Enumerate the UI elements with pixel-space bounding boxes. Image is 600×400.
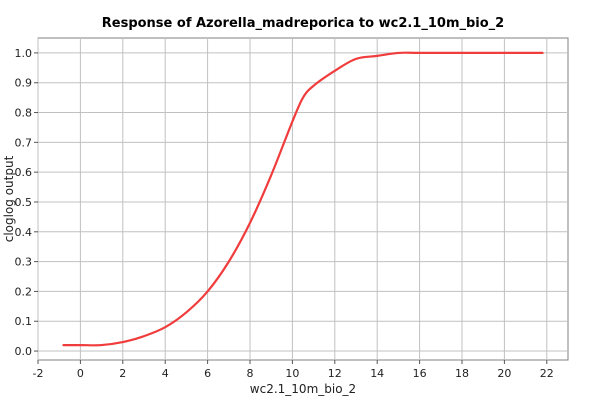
y-tick-label: 0.0 — [15, 345, 33, 358]
x-tick-label: 4 — [162, 367, 169, 380]
y-tick-label: 0.4 — [15, 226, 33, 239]
y-tick-label: 0.6 — [15, 166, 33, 179]
y-tick-label: 0.5 — [15, 196, 33, 209]
y-tick-label: 0.8 — [15, 107, 33, 120]
x-tick-label: 6 — [204, 367, 211, 380]
y-tick-label: 0.2 — [15, 285, 33, 298]
response-curve — [62, 51, 544, 347]
y-tick-label: 0.7 — [15, 136, 33, 149]
x-tick-label: 10 — [285, 367, 299, 380]
axis-ticks — [34, 52, 548, 364]
x-axis-label: wc2.1_10m_bio_2 — [250, 382, 356, 396]
y-tick-label: 1.0 — [15, 47, 33, 60]
chart-title: Response of Azorella_madreporica to wc2.… — [102, 16, 504, 31]
x-tick-label: 22 — [540, 367, 554, 380]
series-layer — [62, 51, 544, 347]
y-tick-label: 0.1 — [15, 315, 33, 328]
x-tick-label: 0 — [77, 367, 84, 380]
x-tick-label: 12 — [328, 367, 342, 380]
x-tick-label: 14 — [370, 367, 384, 380]
x-tick-label: 20 — [497, 367, 511, 380]
plot-frame — [37, 37, 569, 361]
x-tick-label: 2 — [119, 367, 126, 380]
x-tick-label: -2 — [33, 367, 44, 380]
grid-lines — [37, 38, 568, 360]
tick-labels: -2 0 2 4 6 8 10 12 14 16 18 20 22 0.0 0.1 0.2 0.3 0.4 0.5 0… — [15, 47, 554, 380]
x-tick-label: 8 — [247, 367, 254, 380]
y-tick-label: 0.9 — [15, 77, 33, 90]
y-axis-label: cloglog output — [2, 155, 16, 242]
y-tick-label: 0.3 — [15, 256, 33, 269]
x-tick-label: 16 — [413, 367, 427, 380]
x-tick-label: 18 — [455, 367, 469, 380]
